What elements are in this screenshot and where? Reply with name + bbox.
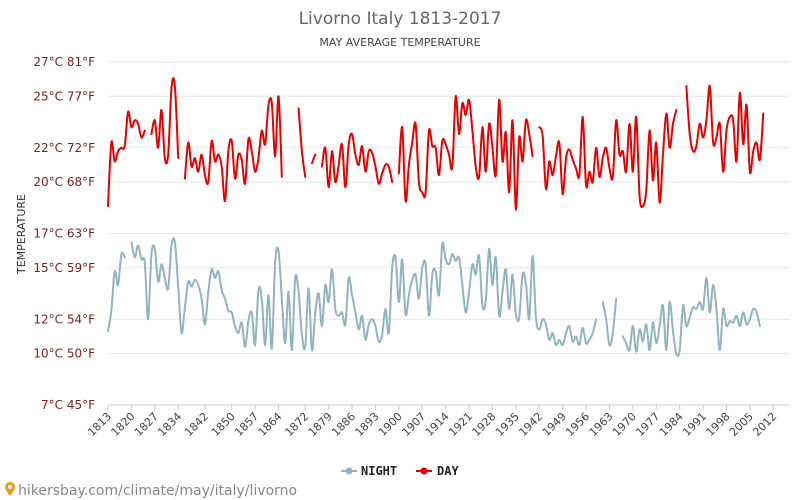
x-tick-label: 1813 xyxy=(85,410,114,439)
x-tick-label: 1886 xyxy=(329,410,358,439)
series-line-night xyxy=(601,297,618,347)
grid-lines xyxy=(108,61,790,406)
y-tick-label: 22°C 72°F xyxy=(33,141,95,155)
legend[interactable]: NIGHT DAY xyxy=(341,464,459,478)
x-tick-label: 1879 xyxy=(306,410,335,439)
y-tick-label: 17°C 63°F xyxy=(33,227,95,241)
x-tick-label: 1857 xyxy=(232,410,261,439)
x-axis-ticks: 1813182018271834184218501857186418721879… xyxy=(85,405,779,439)
map-pin-icon xyxy=(5,482,15,496)
x-tick-label: 1900 xyxy=(376,410,405,439)
x-tick-label: 1914 xyxy=(423,410,452,439)
x-tick-label: 1991 xyxy=(680,410,709,439)
x-tick-label: 1834 xyxy=(155,410,184,439)
series-line-night xyxy=(621,277,761,358)
y-axis-ticks: 7°C 45°F 10°C 50°F 12°C 54°F 15°C 59°F 17°C … xyxy=(33,55,95,412)
x-tick-label: 1956 xyxy=(563,410,592,439)
y-tick-label: 7°C 45°F xyxy=(41,398,95,412)
x-tick-label: 1907 xyxy=(399,410,428,439)
series-line-day xyxy=(685,84,765,175)
series-line-day xyxy=(397,95,534,211)
x-tick-label: 1928 xyxy=(470,410,499,439)
y-tick-label: 20°C 68°F xyxy=(33,175,95,189)
legend-night-label: NIGHT xyxy=(361,464,397,478)
x-tick-label: 1893 xyxy=(353,410,382,439)
chart-title: Livorno Italy 1813-2017 xyxy=(299,9,502,29)
x-tick-label: 1827 xyxy=(132,410,161,439)
x-tick-label: 1850 xyxy=(209,410,238,439)
y-axis-title: TEMPERATURE xyxy=(15,194,28,275)
footer-link[interactable]: hikersbay.com/climate/may/italy/livorno xyxy=(5,482,297,499)
series-line-day xyxy=(150,77,180,165)
x-tick-label: 1872 xyxy=(282,410,311,439)
series-line-day xyxy=(107,110,146,208)
legend-night-marker xyxy=(345,467,353,475)
series-line-day xyxy=(310,153,317,165)
x-tick-label: 1949 xyxy=(540,410,569,439)
x-tick-label: 1935 xyxy=(493,410,522,439)
series-line-day xyxy=(297,107,307,178)
x-tick-label: 1998 xyxy=(704,410,733,439)
series-line-night xyxy=(107,251,126,333)
y-tick-label: 10°C 50°F xyxy=(33,347,95,361)
x-tick-label: 2012 xyxy=(750,410,779,439)
legend-item-night[interactable]: NIGHT xyxy=(341,464,397,478)
legend-item-day[interactable]: DAY xyxy=(416,464,459,478)
y-tick-label: 27°C 81°F xyxy=(33,55,95,69)
series-lines xyxy=(107,77,765,358)
x-tick-label: 1984 xyxy=(657,410,686,439)
series-line-day xyxy=(183,95,283,202)
x-tick-label: 1970 xyxy=(610,410,639,439)
series-line-day xyxy=(538,109,678,209)
legend-day-label: DAY xyxy=(437,464,459,478)
y-tick-label: 15°C 59°F xyxy=(33,261,95,275)
x-tick-label: 1963 xyxy=(587,410,616,439)
series-line-day xyxy=(320,132,394,189)
x-tick-label: 1942 xyxy=(516,410,545,439)
y-tick-label: 12°C 54°F xyxy=(33,312,95,326)
x-tick-label: 1820 xyxy=(109,410,138,439)
series-line-night xyxy=(130,237,598,352)
chart-subtitle: MAY AVERAGE TEMPERATURE xyxy=(319,36,480,49)
x-tick-label: 1977 xyxy=(633,410,662,439)
x-tick-label: 1842 xyxy=(182,410,211,439)
x-tick-label: 1864 xyxy=(256,410,285,439)
y-tick-label: 25°C 77°F xyxy=(33,89,95,103)
x-tick-label: 2005 xyxy=(727,410,756,439)
legend-day-marker xyxy=(420,467,428,475)
footer-url: hikersbay.com/climate/may/italy/livorno xyxy=(18,483,297,499)
x-tick-label: 1921 xyxy=(446,410,475,439)
